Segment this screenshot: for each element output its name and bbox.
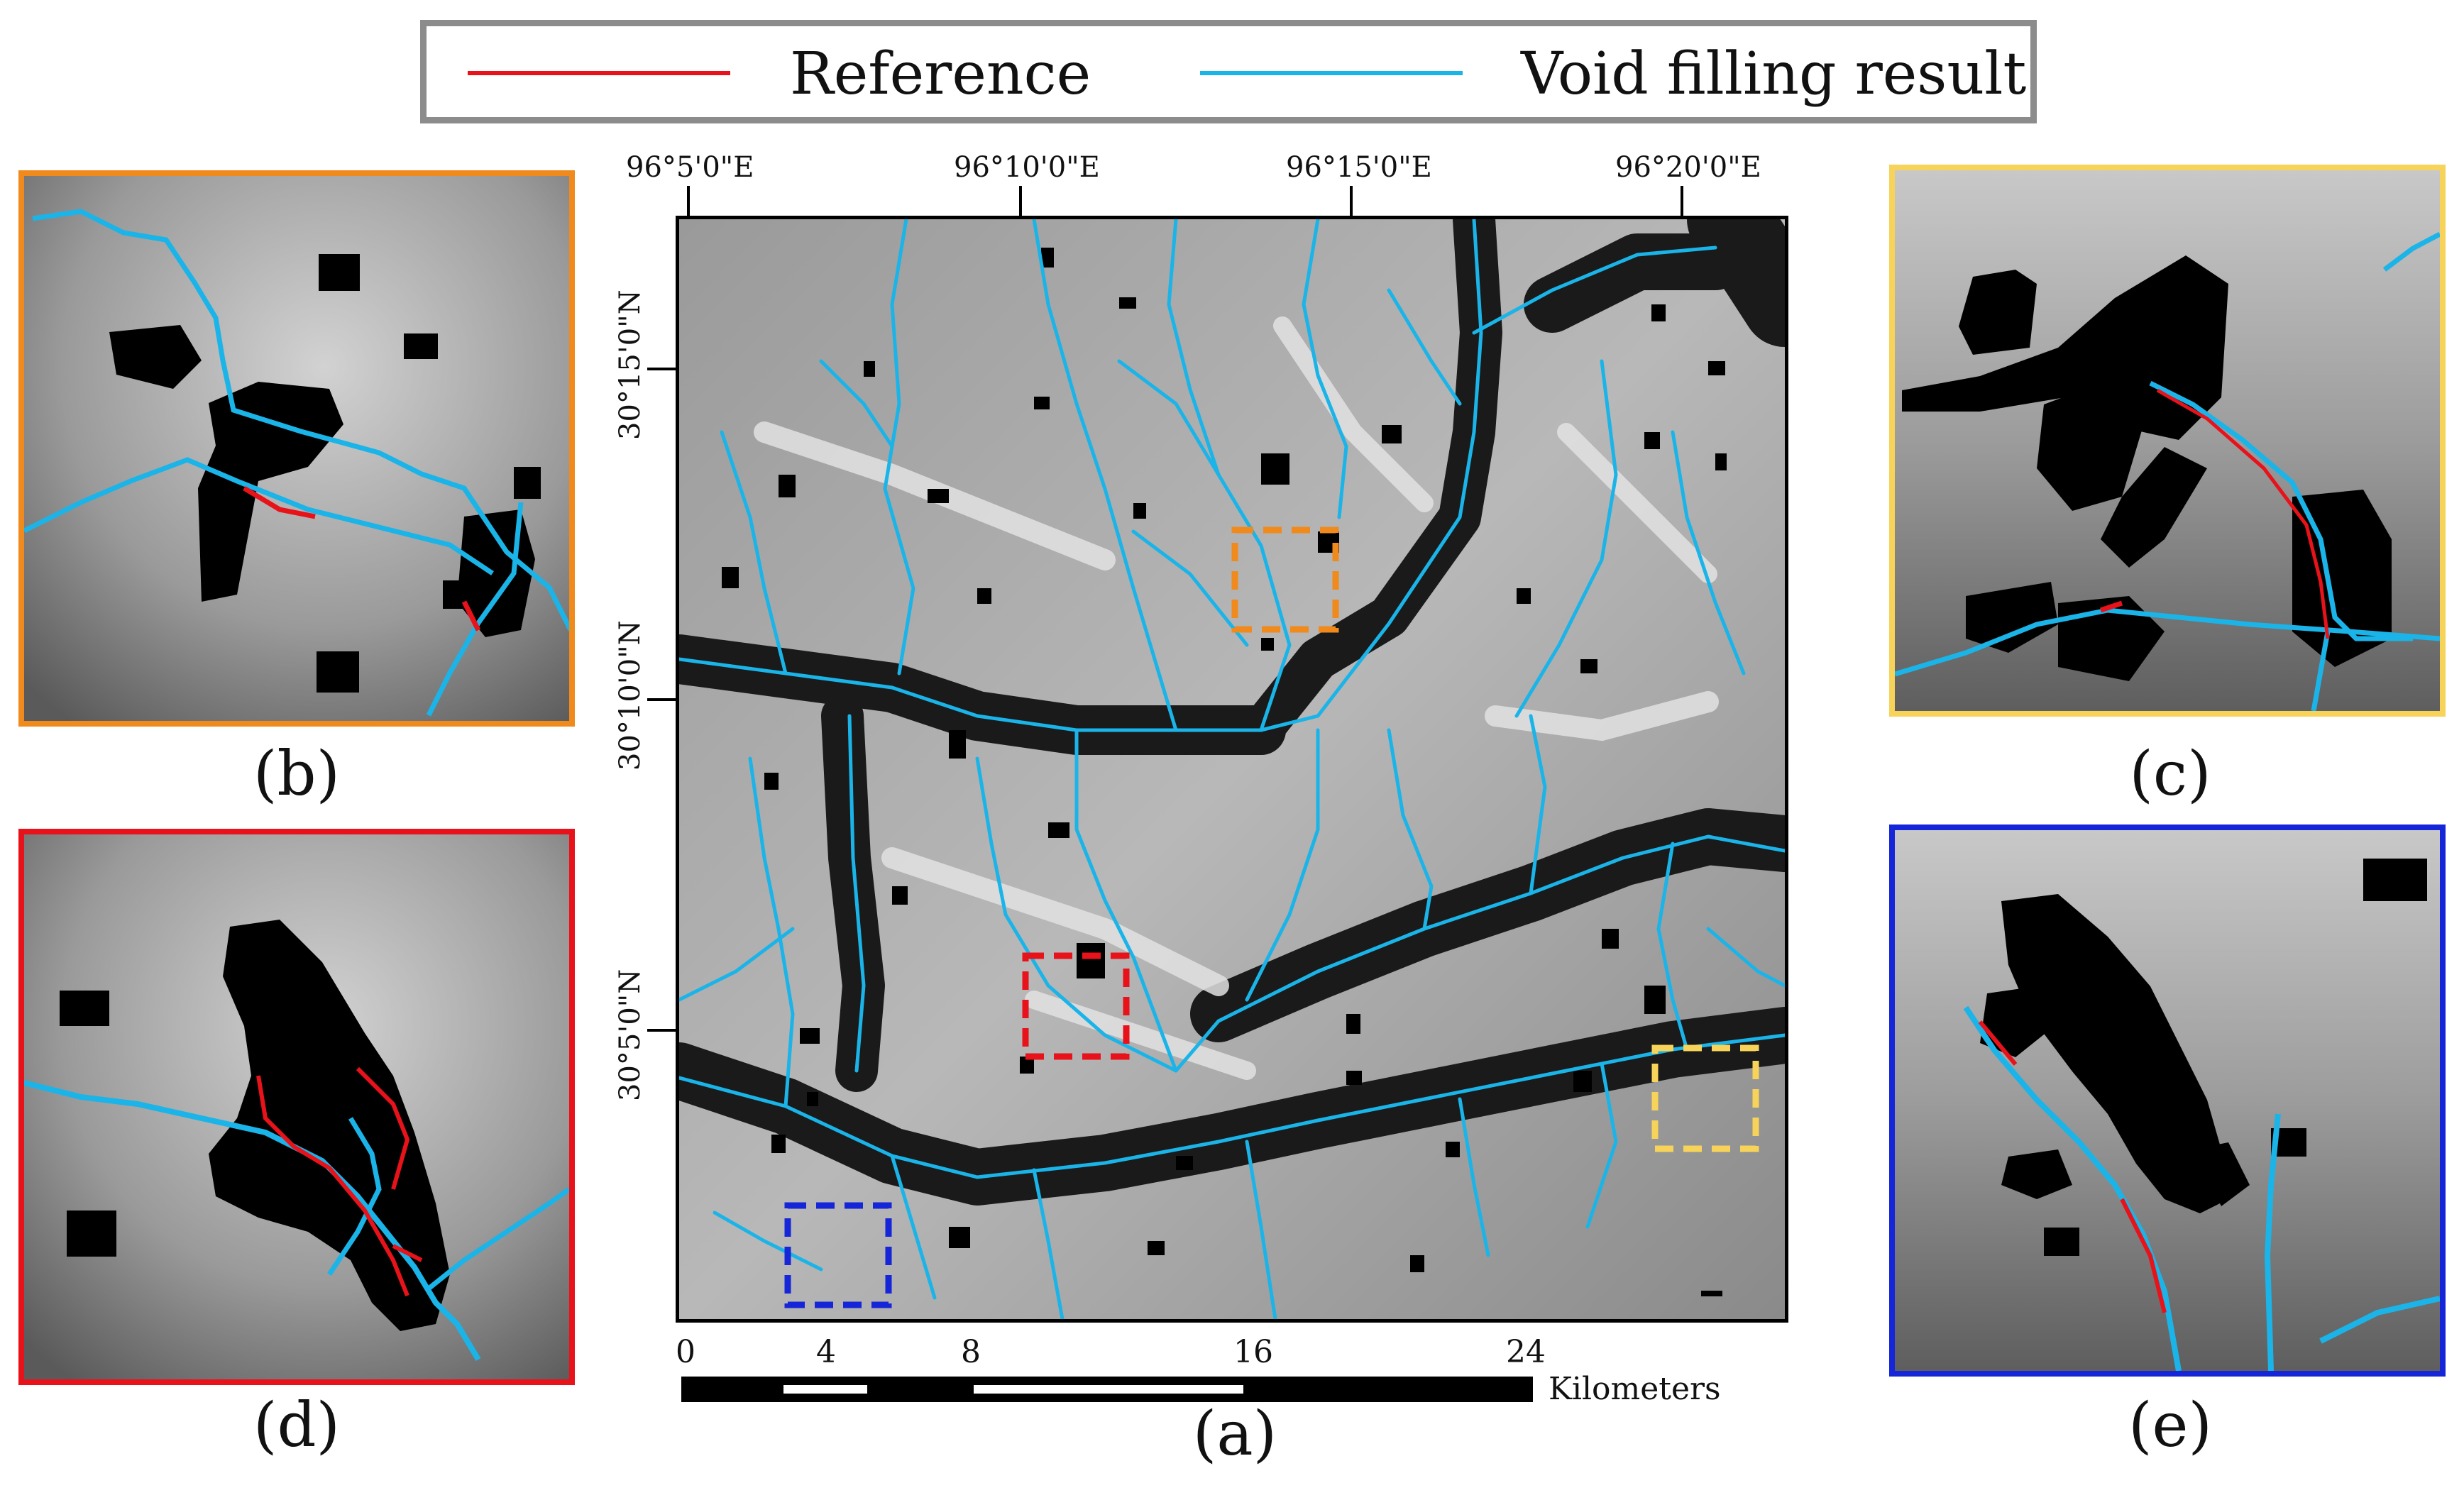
panel-d (18, 829, 575, 1385)
reference-legend-swatch (468, 71, 730, 75)
main-map-frame (676, 216, 1788, 1323)
scale-tick-16: 16 (1233, 1334, 1273, 1370)
scale-bar (681, 1377, 1533, 1402)
lon-tick-2 (1019, 186, 1022, 216)
lon-tick-3 (1350, 186, 1353, 216)
red-box (1022, 952, 1130, 1060)
scale-bar-segment-2 (974, 1385, 1243, 1394)
scale-tick-0: 0 (676, 1334, 695, 1370)
legend: Reference Void filling result (420, 20, 2037, 123)
panel-b-caption: (b) (253, 739, 341, 810)
panel-e-image (1895, 830, 2440, 1371)
yellow-box (1651, 1044, 1759, 1152)
lat-tick-3 (647, 1029, 676, 1032)
scale-bar-segment-1 (783, 1385, 867, 1394)
panel-c (1889, 165, 2446, 717)
reference-legend-label: Reference (790, 40, 1091, 108)
lat-label-2: 30°10'0"N (614, 620, 647, 771)
result-legend-swatch (1200, 71, 1463, 75)
scale-tick-4: 4 (816, 1334, 836, 1370)
lon-label-2: 96°10'0"E (954, 151, 1100, 184)
main-map-image (679, 219, 1785, 1319)
panel-e (1889, 825, 2446, 1377)
main-map-caption: (a) (1192, 1399, 1277, 1469)
panel-b (18, 170, 575, 727)
scale-tick-8: 8 (961, 1334, 981, 1370)
lon-label-4: 96°20'0"E (1615, 151, 1761, 184)
scale-tick-24: 24 (1506, 1334, 1546, 1370)
lat-tick-1 (647, 368, 676, 370)
panel-b-image (24, 176, 569, 721)
scale-unit-label: Kilometers (1549, 1371, 1721, 1407)
lat-tick-2 (647, 698, 676, 701)
panel-c-image (1895, 170, 2440, 711)
panel-d-image (24, 834, 569, 1379)
panel-e-caption: (e) (2128, 1390, 2212, 1461)
lat-label-3: 30°5'0"N (614, 969, 647, 1101)
lon-label-3: 96°15'0"E (1286, 151, 1432, 184)
panel-c-caption: (c) (2129, 739, 2211, 810)
lat-label-1: 30°15'0"N (614, 289, 647, 440)
orange-box (1231, 526, 1339, 633)
blue-box (784, 1202, 892, 1308)
lon-tick-4 (1681, 186, 1683, 216)
panel-d-caption: (d) (253, 1390, 341, 1461)
lon-label-1: 96°5'0"E (626, 151, 754, 184)
result-legend-label: Void filling result (1521, 40, 2027, 108)
lon-tick-1 (687, 186, 690, 216)
